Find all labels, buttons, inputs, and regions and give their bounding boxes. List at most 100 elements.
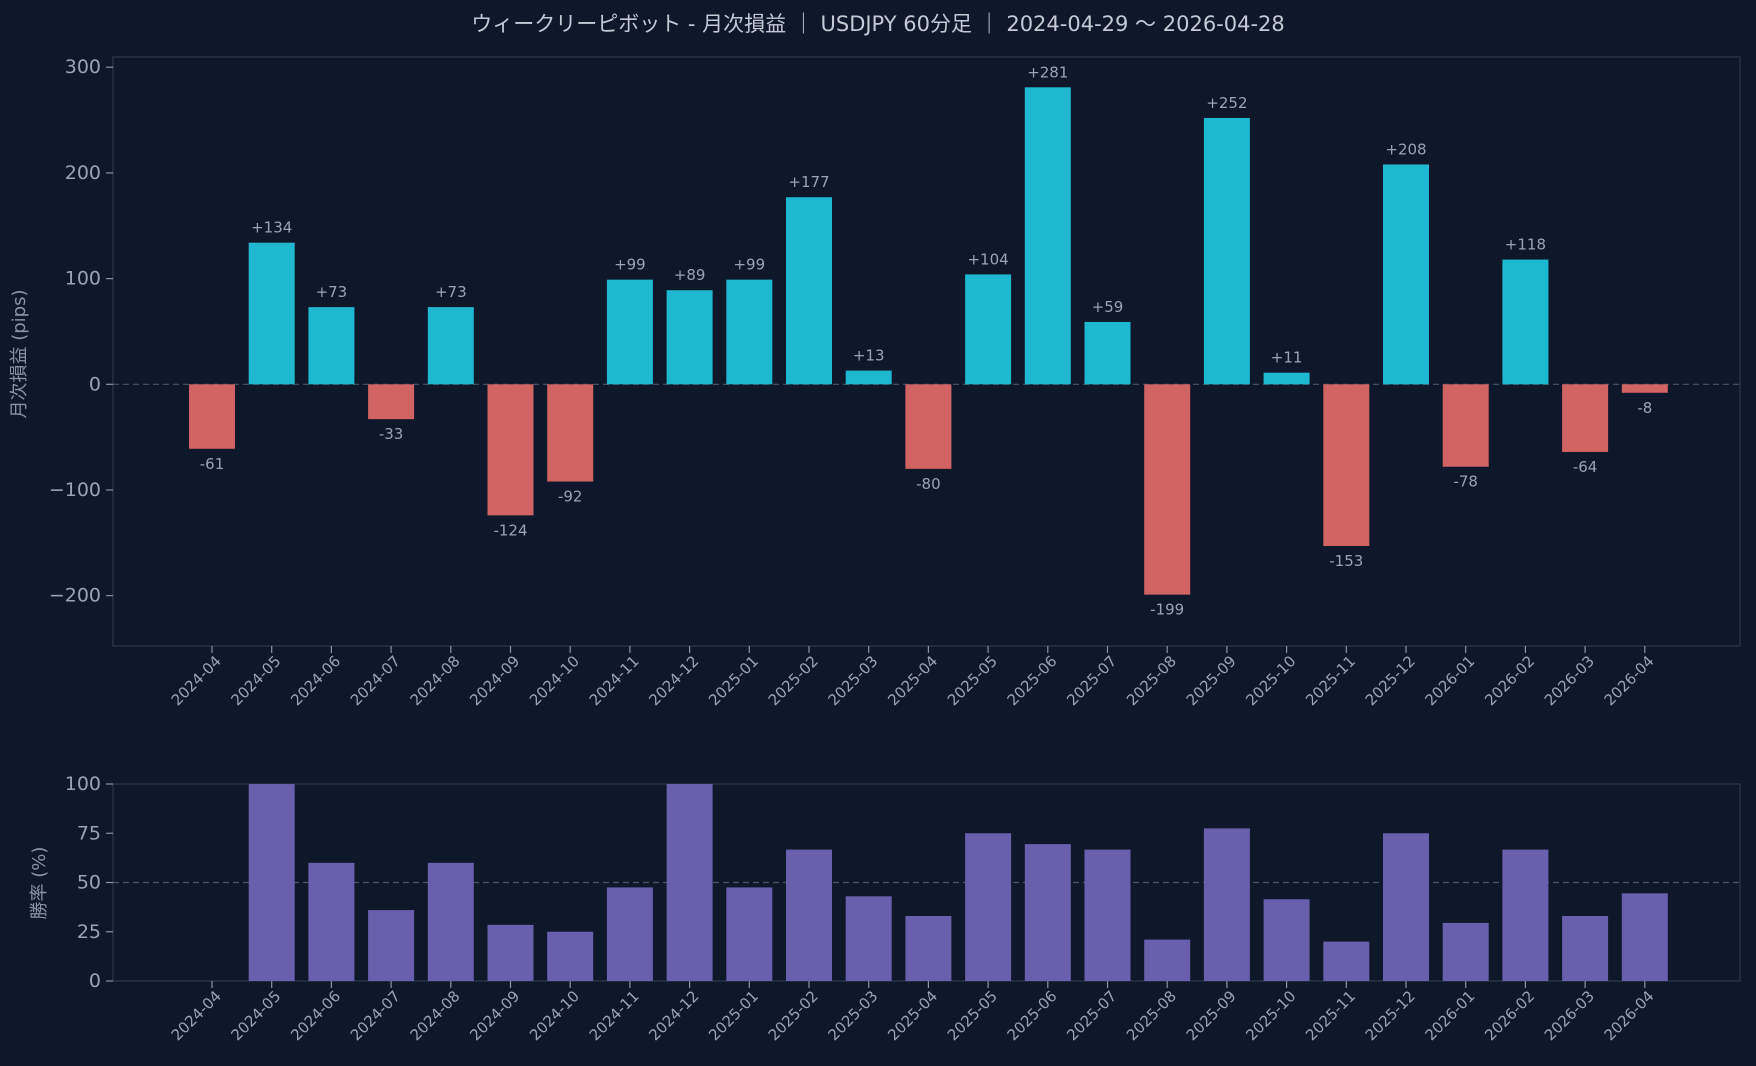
winrate-bar <box>1144 939 1191 981</box>
winrate-ytick-label: 75 <box>77 822 101 844</box>
winrate-bar <box>1203 828 1250 981</box>
winrate-bar <box>965 833 1012 981</box>
pnl-xtick-label: 2026-04 <box>1601 652 1658 709</box>
pnl-bar <box>786 197 832 385</box>
pnl-xtick-label: 2025-07 <box>1063 652 1120 709</box>
winrate-bar <box>1383 833 1429 981</box>
winrate-ytick-label: 0 <box>89 970 101 992</box>
pnl-bar <box>1621 384 1668 393</box>
pnl-xtick-label: 2025-10 <box>1242 652 1299 709</box>
winrate-bar <box>1323 941 1370 981</box>
winrate-xtick-label: 2026-03 <box>1541 987 1598 1044</box>
winrate-xtick-label: 2024-11 <box>586 987 643 1044</box>
pnl-xtick-label: 2025-12 <box>1362 652 1419 709</box>
winrate-xtick-label: 2025-09 <box>1183 987 1240 1044</box>
winrate-xtick-label: 2026-01 <box>1421 987 1478 1044</box>
pnl-bar <box>666 290 713 385</box>
pnl-bar <box>1263 372 1310 385</box>
pnl-bar <box>547 384 594 482</box>
pnl-value-label: -61 <box>200 455 225 473</box>
pnl-xtick-label: 2026-02 <box>1481 652 1538 709</box>
pnl-ytick-label: 300 <box>65 56 101 78</box>
winrate-bar <box>1502 849 1549 981</box>
pnl-value-label: +104 <box>967 250 1008 268</box>
pnl-value-label: +73 <box>316 283 348 301</box>
winrate-bar <box>248 784 295 981</box>
pnl-value-label: +99 <box>733 256 765 274</box>
winrate-xtick-label: 2025-12 <box>1362 987 1419 1044</box>
pnl-xtick-label: 2025-09 <box>1183 652 1240 709</box>
winrate-xtick-label: 2025-01 <box>705 987 762 1044</box>
winrate-xtick-label: 2025-11 <box>1302 987 1359 1044</box>
winrate-ytick-label: 25 <box>77 921 101 943</box>
pnl-bar <box>845 370 892 385</box>
pnl-bar <box>1084 321 1131 385</box>
winrate-xtick-label: 2025-10 <box>1242 987 1299 1044</box>
pnl-value-label: +177 <box>788 173 829 191</box>
winrate-bar <box>1084 849 1131 981</box>
pnl-xtick-label: 2024-08 <box>407 652 464 709</box>
pnl-xtick-label: 2025-02 <box>765 652 822 709</box>
pnl-xtick-label: 2024-11 <box>586 652 643 709</box>
winrate-bar <box>666 784 713 981</box>
winrate-bar <box>427 862 474 981</box>
pnl-xtick-label: 2024-04 <box>168 652 225 709</box>
chart-title: ウィークリーピボット - 月次損益 ｜ USDJPY 60分足 ｜ 2024-0… <box>471 12 1285 36</box>
pnl-bar <box>726 279 773 385</box>
winrate-xtick-label: 2024-12 <box>645 987 702 1044</box>
pnl-value-label: +59 <box>1092 298 1124 316</box>
pnl-bar <box>368 384 415 420</box>
pnl-ytick-label: −100 <box>49 479 101 501</box>
pnl-value-label: +99 <box>614 256 646 274</box>
pnl-xtick-label: 2024-12 <box>645 652 702 709</box>
pnl-xtick-label: 2026-01 <box>1421 652 1478 709</box>
pnl-xtick-label: 2025-11 <box>1302 652 1359 709</box>
pnl-bar <box>1024 87 1071 385</box>
pnl-ytick-label: −200 <box>49 585 101 607</box>
winrate-bar <box>1621 893 1668 981</box>
pnl-ytick-label: 100 <box>65 268 101 290</box>
winrate-bar <box>786 849 832 981</box>
pnl-value-label: -8 <box>1637 399 1652 417</box>
winrate-bar <box>905 915 952 981</box>
pnl-bar <box>1144 384 1191 595</box>
winrate-xtick-label: 2025-07 <box>1063 987 1120 1044</box>
winrate-xtick-label: 2026-02 <box>1481 987 1538 1044</box>
pnl-value-label: -64 <box>1573 458 1598 476</box>
winrate-bar <box>547 931 594 981</box>
pnl-value-label: -92 <box>558 488 583 506</box>
winrate-xtick-label: 2024-06 <box>287 987 344 1044</box>
pnl-xtick-label: 2025-03 <box>824 652 881 709</box>
pnl-xtick-label: 2026-03 <box>1541 652 1598 709</box>
pnl-value-label: -124 <box>493 521 527 539</box>
pnl-bar <box>487 384 534 516</box>
pnl-bar <box>1562 384 1609 452</box>
pnl-bar <box>427 307 474 385</box>
pnl-value-label: +73 <box>435 283 467 301</box>
pnl-bar <box>1323 384 1370 547</box>
winrate-bar <box>1442 922 1489 981</box>
pnl-xtick-label: 2024-09 <box>466 652 523 709</box>
pnl-value-label: +11 <box>1271 349 1303 367</box>
winrate-xtick-label: 2025-08 <box>1123 987 1180 1044</box>
winrate-bar <box>1562 915 1609 981</box>
pnl-value-label: -199 <box>1150 601 1184 619</box>
winrate-xtick-label: 2024-04 <box>168 987 225 1044</box>
pnl-value-label: +134 <box>251 219 292 237</box>
pnl-value-label: -33 <box>379 425 404 443</box>
pnl-xtick-label: 2024-07 <box>347 652 404 709</box>
pnl-ylabel: 月次損益 (pips) <box>9 290 30 419</box>
pnl-value-label: +252 <box>1206 94 1247 112</box>
winrate-xtick-label: 2024-10 <box>526 987 583 1044</box>
pnl-bar <box>308 307 355 385</box>
winrate-xtick-label: 2025-03 <box>824 987 881 1044</box>
pnl-ytick-label: 200 <box>65 162 101 184</box>
pnl-bar <box>606 279 653 385</box>
pnl-bar <box>1203 117 1250 385</box>
winrate-ytick-label: 50 <box>77 872 101 894</box>
pnl-bar <box>1383 164 1429 385</box>
pnl-value-label: -78 <box>1453 473 1478 491</box>
pnl-value-label: +208 <box>1385 140 1426 158</box>
